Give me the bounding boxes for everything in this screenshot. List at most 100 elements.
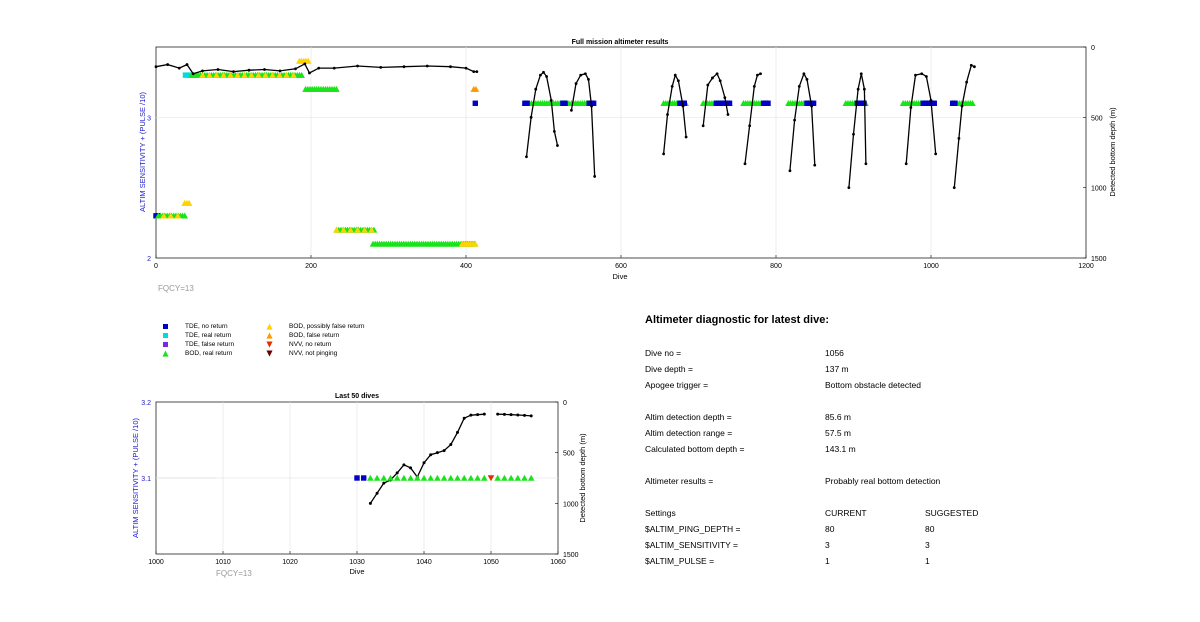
- last-50-markers: [354, 474, 535, 482]
- last-50-ylabel: ALTIM SENSITIVITY + (PULSE /10): [131, 418, 140, 538]
- marker-bod-real-return: [407, 474, 414, 481]
- depth-point: [278, 69, 282, 73]
- depth-point: [701, 124, 705, 128]
- marker-bod-real-return: [460, 474, 468, 481]
- depth-point: [856, 87, 860, 91]
- marker-tde-no-return: [590, 100, 597, 106]
- depth-point: [549, 99, 553, 102]
- y-tick-label: 2: [147, 256, 151, 263]
- marker-bod-real-return: [400, 474, 408, 481]
- legend-item-tde-no-return: TDE, no return: [158, 322, 234, 331]
- x-tick-label: 800: [770, 263, 782, 270]
- settings-current-sensitivity: 3: [825, 540, 830, 550]
- depth-point: [216, 68, 220, 71]
- depth-point: [723, 96, 727, 100]
- marker-tde-no-return: [952, 100, 958, 106]
- y2-tick-label: 1500: [1091, 256, 1107, 263]
- full-mission-depth-series: [154, 62, 976, 190]
- marker-bod-real-return: [373, 474, 381, 481]
- depth-point: [435, 451, 439, 455]
- full-mission-ticks: 0 200 400 600 800 1000 1200 2 3 0 500 1000 1500: [147, 45, 1107, 270]
- marker-bod-real-return: [514, 474, 522, 481]
- depth-point: [965, 80, 969, 84]
- legend-item-nvv-no-return: NVV, no return: [262, 340, 365, 349]
- marker-bod-possibly-false: [167, 212, 175, 219]
- depth-point: [920, 72, 924, 76]
- depth-point: [957, 137, 961, 140]
- settings-label-ping-depth: $ALTIM_PING_DEPTH =: [645, 524, 741, 534]
- marker-bod-real-return: [969, 99, 976, 106]
- x-tick-label: 1000: [923, 263, 939, 270]
- depth-point: [429, 453, 433, 457]
- settings-header-current: CURRENT: [825, 508, 867, 518]
- depth-point: [805, 77, 809, 81]
- marker-bod-possibly-false: [361, 226, 368, 233]
- legend-label: NVV, no return: [289, 341, 332, 348]
- last-50-xlabel: Dive: [349, 567, 364, 576]
- last-50-dives-chart: 1000 1010 1020 1030 1040 1050 1060 3.1 3.2 0 500 10…: [131, 393, 587, 578]
- depth-point: [472, 70, 476, 74]
- last-50-title: Last 50 dives: [335, 393, 379, 400]
- legend-item-tde-false-return: TDE, false return: [158, 340, 234, 349]
- full-mission-grid: [156, 47, 1086, 258]
- depth-point: [929, 99, 933, 102]
- depth-point: [570, 108, 573, 112]
- marker-bod-possibly-false: [206, 71, 213, 78]
- legend-label: BOD, real return: [185, 350, 233, 357]
- depth-point: [462, 416, 466, 420]
- depth-point: [743, 162, 747, 166]
- depth-point: [542, 70, 545, 74]
- legend-triangle-up-icon: [266, 332, 273, 339]
- marker-bod-possibly-false: [255, 71, 262, 78]
- marker-bod-real-return: [454, 474, 461, 481]
- marker-tde-no-return: [562, 100, 568, 106]
- legend-triangle-up-icon: [266, 323, 273, 330]
- depth-point: [706, 83, 710, 87]
- marker-bod-possibly-false: [269, 71, 276, 78]
- depth-point: [973, 65, 976, 69]
- diag-label-altimeter-results: Altimeter results =: [645, 476, 714, 486]
- depth-point: [924, 75, 928, 78]
- diag-label-bottom-depth: Calculated bottom depth =: [645, 444, 745, 454]
- full-mission-markers: [153, 57, 976, 247]
- y-tick-label: 3.1: [141, 476, 151, 483]
- depth-point: [666, 113, 669, 116]
- legend-triangle-down-icon: [266, 341, 273, 348]
- marker-bod-real-return: [380, 474, 388, 481]
- settings-header-suggested: SUGGESTED: [925, 508, 979, 518]
- legend-column-left: TDE, no return TDE, real return TDE, fal…: [158, 322, 234, 358]
- y2-tick-label: 1500: [563, 552, 579, 559]
- depth-point: [670, 84, 674, 88]
- depth-point: [539, 73, 542, 77]
- depth-point: [534, 87, 538, 91]
- depth-point: [317, 66, 321, 70]
- y2-tick-label: 500: [1091, 115, 1103, 122]
- marker-tde-no-return: [765, 100, 771, 106]
- depth-point: [469, 413, 473, 417]
- depth-point: [303, 62, 307, 66]
- depth-point: [177, 66, 181, 70]
- marker-bod-real-return: [393, 474, 401, 481]
- depth-point: [748, 124, 752, 128]
- depth-point: [960, 104, 964, 108]
- diag-value-apogee-trigger: Bottom obstacle detected: [825, 380, 921, 390]
- depth-point: [368, 501, 372, 505]
- depth-point: [711, 76, 714, 80]
- marker-tde-no-return: [524, 100, 530, 106]
- depth-point: [232, 70, 235, 74]
- marker-bod-real-return: [501, 474, 508, 481]
- depth-point: [726, 113, 730, 116]
- depth-point: [583, 72, 587, 76]
- depth-point: [247, 68, 251, 72]
- marker-bod-possibly-false: [354, 226, 361, 233]
- marker-bod-real-return: [507, 474, 515, 481]
- depth-point: [952, 186, 956, 190]
- depth-point: [859, 72, 863, 76]
- settings-header-settings: Settings: [645, 508, 676, 518]
- depth-point: [529, 414, 533, 418]
- full-mission-y2label: Detected bottom depth (m): [1108, 107, 1117, 197]
- diag-label-apogee-trigger: Apogee trigger =: [645, 380, 709, 390]
- depth-point: [684, 135, 688, 139]
- depth-point: [496, 412, 500, 416]
